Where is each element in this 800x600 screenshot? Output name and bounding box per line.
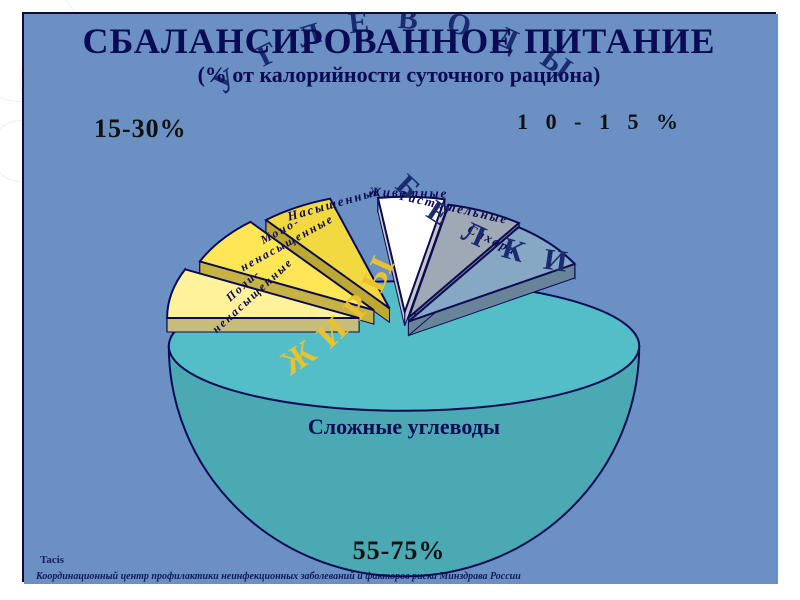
- percent-carbs: 55-75%: [24, 536, 774, 566]
- percent-fats: 15-30%: [94, 114, 187, 144]
- subtitle: (% от калорийности суточного рациона): [24, 62, 774, 88]
- footer-caption: Координационный центр профилактики неинф…: [36, 571, 786, 582]
- chart-panel: ЖивотныеРастительныеНасыщенныеСахараМоно…: [22, 12, 776, 582]
- tacis-logo: Tacis: [40, 554, 64, 566]
- title: СБАЛАНСИРОВАННОЕ ПИТАНИЕ: [24, 20, 774, 62]
- slice-label-complex: Сложные углеводы: [308, 414, 500, 439]
- slide-frame: ЖивотныеРастительныеНасыщенныеСахараМоно…: [14, 6, 784, 590]
- pie-chart-svg: ЖивотныеРастительныеНасыщенныеСахараМоно…: [24, 14, 778, 584]
- percent-proteins: 1 0 - 1 5 %: [517, 109, 684, 135]
